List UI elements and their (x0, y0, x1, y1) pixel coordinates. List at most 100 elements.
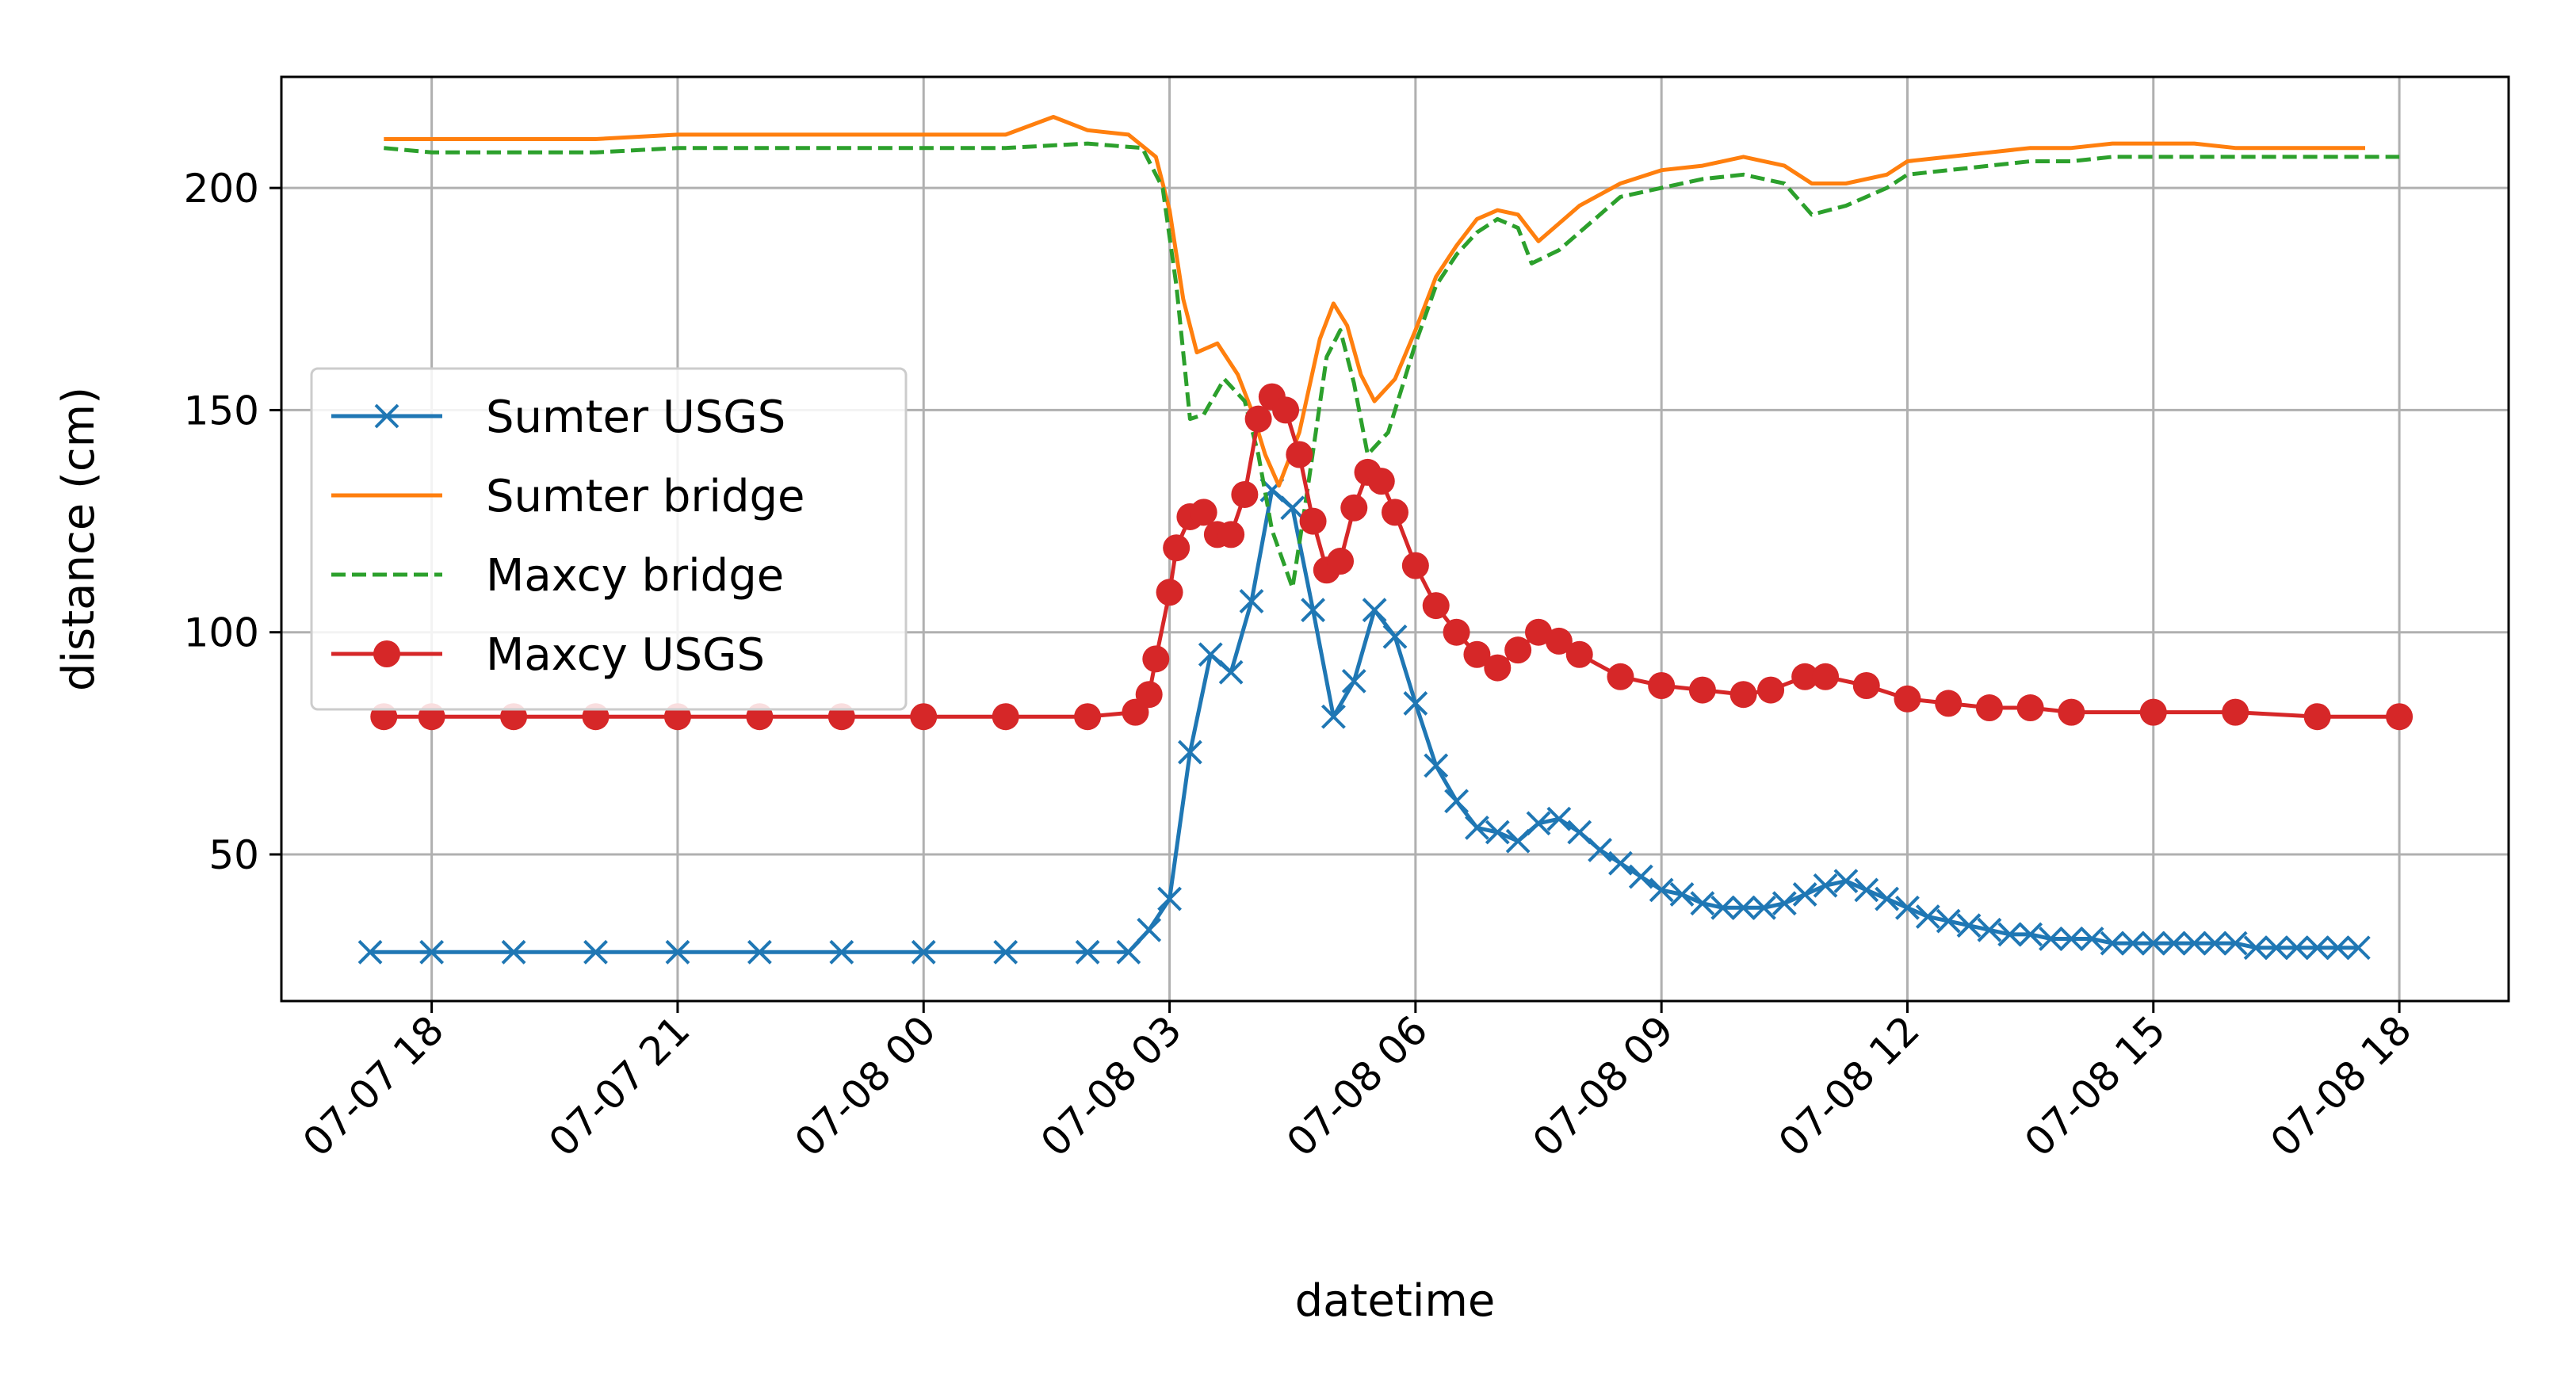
data-point (2079, 927, 2104, 951)
x-tick-label: 07-08 06 (1278, 1007, 1436, 1165)
data-point (2058, 927, 2084, 951)
data-point (2243, 935, 2268, 961)
data-point (1567, 820, 1592, 845)
data-point (1975, 694, 2003, 722)
data-point (1327, 548, 1355, 575)
y-tick-label: 200 (184, 166, 259, 212)
data-point (1135, 681, 1163, 709)
data-point (2326, 935, 2350, 961)
data-point (1163, 534, 1191, 562)
data-point (1792, 882, 1817, 907)
data-point (1321, 704, 1346, 729)
data-point (1525, 618, 1553, 646)
data-point (1465, 815, 1489, 840)
series-maxcy-bridge (384, 141, 2400, 590)
data-point (1895, 895, 1920, 920)
data-point (1669, 882, 1695, 907)
y-axis: 50 100 150 200 (184, 166, 281, 878)
data-point (1280, 495, 1305, 521)
data-point (1607, 663, 1634, 690)
data-point (1142, 645, 1170, 673)
data-point (1977, 917, 2002, 942)
data-point (992, 703, 1019, 731)
data-point (1505, 828, 1531, 854)
data-point (1852, 671, 1880, 699)
series-line (384, 115, 2365, 488)
data-point (1545, 627, 1573, 655)
data-point (1729, 681, 1757, 709)
data-point (357, 939, 383, 965)
data-point (1340, 494, 1368, 522)
data-point (1443, 618, 1470, 646)
data-point (1565, 640, 1593, 668)
data-point (1690, 891, 1715, 916)
data-point (1485, 820, 1510, 845)
y-tick-label: 150 (184, 388, 259, 434)
data-point (2100, 931, 2125, 956)
data-point (583, 939, 608, 965)
data-point (1588, 837, 1613, 862)
data-point (2161, 931, 2187, 956)
data-point (1688, 676, 1716, 704)
data-point (665, 939, 690, 965)
data-point (1526, 811, 1551, 836)
data-point (1074, 703, 1102, 731)
data-point (1791, 663, 1819, 690)
data-point (2303, 703, 2331, 731)
series-sumter-usgs (357, 477, 2371, 965)
data-point (1218, 659, 1244, 685)
data-point (993, 939, 1019, 965)
data-point (1299, 507, 1327, 535)
data-point (2284, 935, 2310, 961)
data-point (1504, 636, 1532, 664)
x-axis-label: datetime (1295, 1275, 1496, 1327)
data-point (1362, 598, 1387, 623)
data-point (910, 703, 938, 731)
legend-label: Maxcy USGS (486, 629, 765, 681)
data-point (1833, 869, 1859, 894)
data-point (1177, 739, 1202, 765)
data-point (1231, 480, 1259, 508)
data-point (2139, 698, 2167, 726)
data-point (1935, 690, 1963, 717)
data-point (1997, 922, 2023, 947)
plot-area-frame (280, 75, 2510, 1003)
data-point (1649, 877, 1674, 903)
data-point (1217, 521, 1245, 548)
data-point (1484, 654, 1512, 682)
data-point (1628, 864, 1653, 889)
x-tick-label: 07-07 21 (540, 1007, 698, 1165)
data-point (2386, 703, 2414, 731)
data-point (1854, 877, 1879, 903)
data-point (2202, 931, 2227, 956)
data-point (2039, 927, 2063, 951)
data-point (1116, 939, 1141, 965)
data-point (2016, 694, 2044, 722)
x-tick-label: 07-08 18 (2262, 1007, 2421, 1165)
data-point (2222, 931, 2248, 956)
legend-marker (374, 403, 399, 429)
legend-item: Sumter USGS (331, 392, 785, 443)
data-point (2018, 922, 2043, 947)
data-point (1137, 917, 1162, 942)
x-tick-label: 07-08 03 (1032, 1007, 1191, 1165)
legend-item: Maxcy bridge (331, 550, 784, 602)
data-point (1608, 850, 1633, 876)
data-point (1286, 441, 1313, 468)
series-line (384, 141, 2400, 590)
data-point (419, 939, 445, 965)
series-layer (357, 115, 2414, 965)
data-point (829, 939, 854, 965)
data-point (1757, 676, 1785, 704)
legend-item: Maxcy USGS (331, 629, 765, 681)
data-point (1894, 685, 1921, 713)
x-tick-label: 07-07 18 (294, 1007, 453, 1165)
data-point (1382, 499, 1408, 526)
data-point (1956, 913, 1982, 938)
data-point (1422, 592, 1450, 620)
data-point (2141, 931, 2166, 956)
y-axis-label: distance (cm) (53, 387, 105, 691)
data-point (501, 939, 526, 965)
